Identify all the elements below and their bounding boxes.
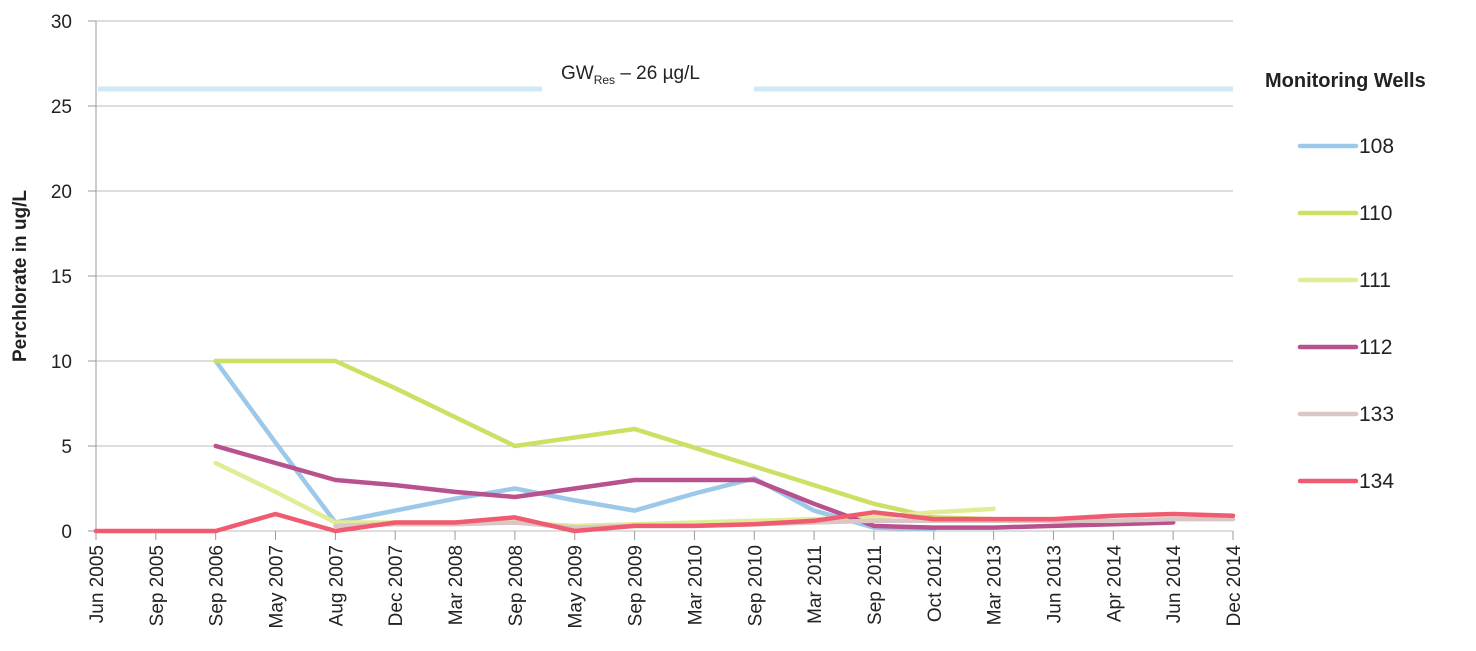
legend-label-110: 110: [1359, 202, 1392, 225]
x-tick-label: Oct 2012: [925, 545, 946, 622]
y-tick-label: 15: [51, 267, 72, 288]
y-tick-label: 30: [51, 12, 72, 33]
x-tick-label: Jun 2013: [1044, 545, 1065, 623]
y-tick-label: 20: [51, 182, 72, 203]
legend-label-134: 134: [1359, 470, 1394, 493]
legend-title: Monitoring Wells: [1265, 70, 1426, 92]
series-line-112: [213, 443, 1176, 530]
legend-label-108: 108: [1359, 135, 1394, 158]
y-tick-label: 10: [51, 352, 72, 373]
reference-line-group: GWRes – 26 µg/L: [98, 63, 1233, 92]
x-tick-label: Aug 2007: [326, 545, 347, 626]
x-tick-label: Mar 2013: [985, 545, 1006, 625]
x-tick-label: Sep 2009: [626, 545, 647, 626]
series-lines: [93, 358, 1236, 534]
y-tick-label: 25: [51, 97, 72, 118]
x-tick-label: Mar 2011: [805, 545, 826, 624]
x-tick-label: Sep 2010: [745, 545, 766, 626]
reference-label-rest: – 26 µg/L: [615, 63, 700, 84]
x-tick-label: Sep 2005: [147, 545, 168, 626]
legend-label-112: 112: [1359, 336, 1392, 359]
legend: Monitoring Wells 108 110 111 112 133 134: [1265, 70, 1426, 493]
x-tick-label: May 2007: [267, 545, 288, 628]
series-line-134: [93, 510, 1236, 534]
y-tick-labels: 0 5 10 15 20 25 30: [51, 12, 72, 543]
x-tick-label: Dec 2007: [386, 545, 407, 626]
x-tick-label: Sep 2006: [207, 545, 228, 626]
y-tick-label: 5: [61, 437, 72, 458]
x-tick-label: Mar 2008: [446, 545, 467, 625]
y-tick-label: 0: [61, 522, 72, 543]
x-tick-label: Apr 2014: [1104, 545, 1125, 623]
gridlines: [88, 20, 1234, 540]
reference-label-main: GW: [561, 63, 594, 84]
legend-label-133: 133: [1359, 403, 1394, 426]
legend-label-111: 111: [1359, 269, 1391, 292]
x-tick-label: Sep 2008: [506, 545, 527, 626]
x-tick-label: Sep 2011: [865, 545, 886, 625]
reference-label-sub: Res: [594, 73, 615, 87]
x-tick-labels: Jun 2005 Sep 2005 Sep 2006 May 2007 Aug 2007…: [87, 545, 1245, 629]
series-line-110: [213, 358, 996, 522]
x-tick-label: May 2009: [566, 545, 587, 628]
y-axis-title: Perchlorate in ug/L: [10, 190, 31, 362]
x-tick-label: Mar 2010: [685, 545, 706, 625]
series-line-108: [213, 358, 937, 532]
x-tick-label: Jun 2005: [87, 545, 108, 623]
x-tick-label: Jun 2014: [1164, 545, 1185, 624]
x-tick-label: Dec 2014: [1224, 545, 1245, 627]
reference-line-label: GWRes – 26 µg/L: [561, 63, 700, 87]
